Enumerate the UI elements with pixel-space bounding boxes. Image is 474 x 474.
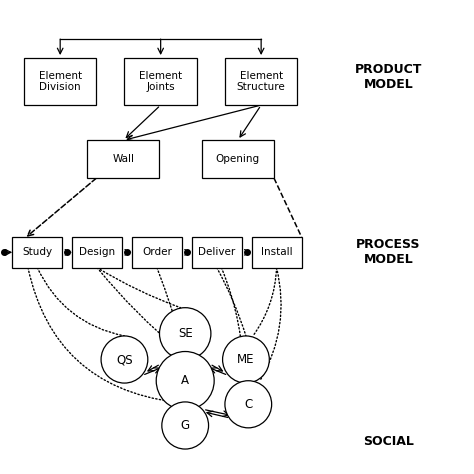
FancyBboxPatch shape (225, 58, 297, 105)
Text: Design: Design (79, 247, 115, 257)
FancyBboxPatch shape (24, 58, 96, 105)
Circle shape (159, 308, 211, 359)
Text: Element
Division: Element Division (38, 71, 82, 92)
Text: Element
Structure: Element Structure (237, 71, 285, 92)
Text: Order: Order (142, 247, 172, 257)
Text: ME: ME (237, 353, 255, 366)
Text: PROCESS
MODEL: PROCESS MODEL (356, 238, 421, 266)
Text: Wall: Wall (112, 154, 134, 164)
Text: Deliver: Deliver (198, 247, 236, 257)
FancyBboxPatch shape (12, 237, 62, 268)
Circle shape (101, 336, 148, 383)
Text: PRODUCT
MODEL: PRODUCT MODEL (355, 63, 422, 91)
FancyBboxPatch shape (252, 237, 301, 268)
Text: C: C (244, 398, 253, 411)
FancyBboxPatch shape (192, 237, 242, 268)
Text: G: G (181, 419, 190, 432)
Text: Element
Joints: Element Joints (139, 71, 182, 92)
Text: QS: QS (116, 353, 133, 366)
FancyBboxPatch shape (125, 58, 197, 105)
FancyBboxPatch shape (87, 140, 159, 178)
Text: SE: SE (178, 327, 192, 340)
Circle shape (225, 381, 272, 428)
Circle shape (156, 352, 214, 410)
Text: SOCIAL: SOCIAL (363, 436, 414, 448)
FancyBboxPatch shape (201, 140, 274, 178)
Text: Opening: Opening (216, 154, 260, 164)
Text: Study: Study (22, 247, 52, 257)
Text: A: A (181, 374, 189, 387)
Circle shape (223, 336, 269, 383)
FancyBboxPatch shape (72, 237, 122, 268)
Circle shape (162, 402, 209, 449)
Text: Install: Install (261, 247, 292, 257)
FancyBboxPatch shape (132, 237, 182, 268)
